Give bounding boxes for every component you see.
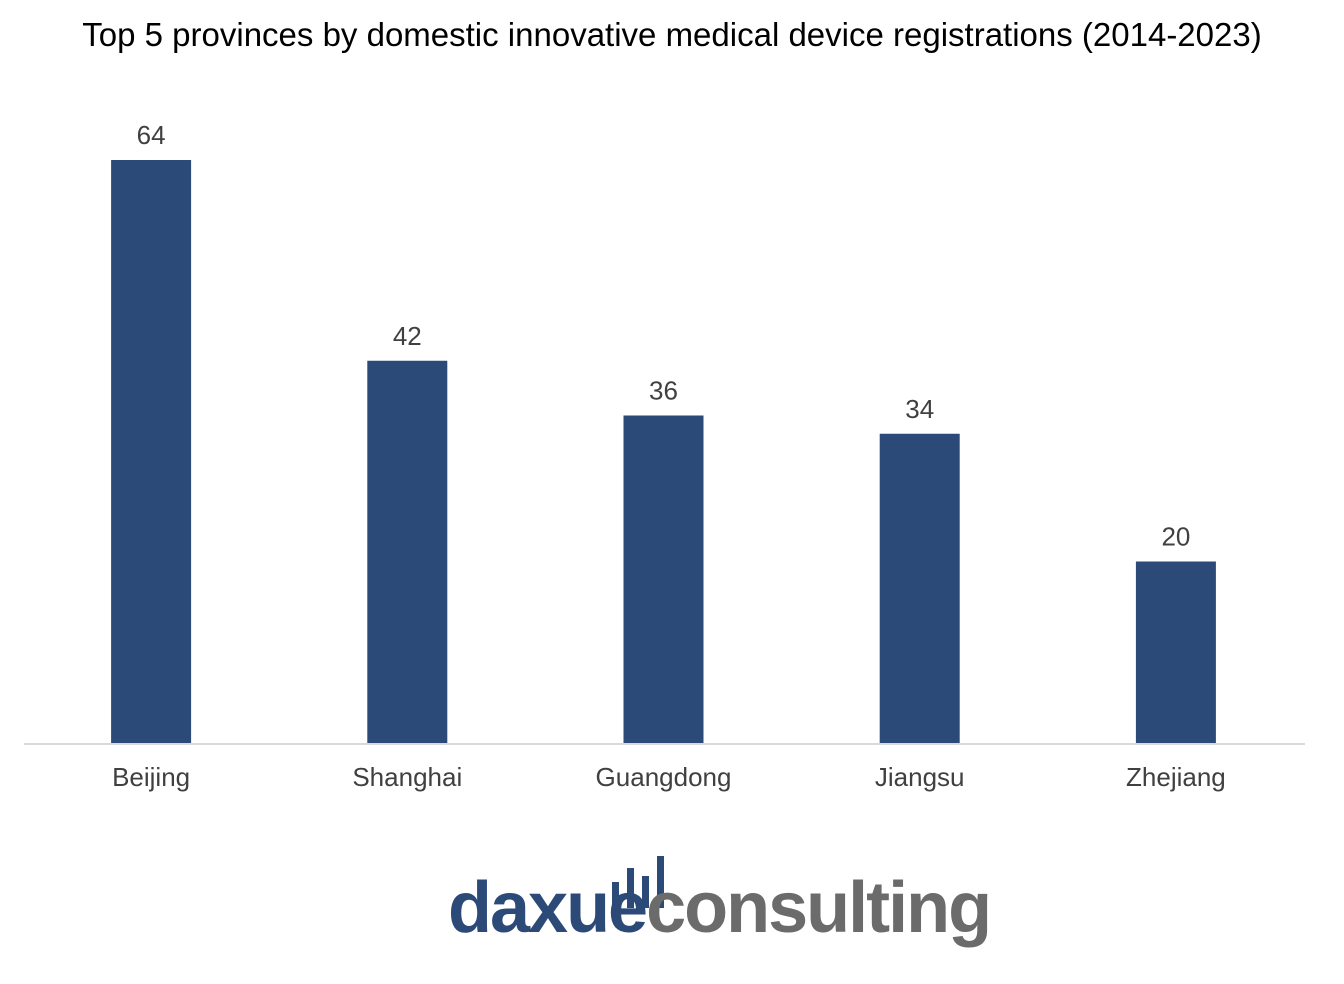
value-label-shanghai: 42: [393, 321, 422, 351]
category-label-guangdong: Guangdong: [596, 762, 732, 792]
bars-group: [111, 160, 1216, 744]
logo-word-consulting: consulting: [646, 868, 992, 948]
category-label-shanghai: Shanghai: [352, 762, 462, 792]
value-label-jiangsu: 34: [905, 394, 934, 424]
bar-zhejiang: [1135, 561, 1216, 744]
logo-wordmark: daxueconsulting: [448, 872, 992, 944]
category-label-jiangsu: Jiangsu: [875, 762, 965, 792]
bar-chart: 64 42 36 34 20 Beijing Shanghai Guangdong Jiang…: [24, 120, 1305, 792]
value-label-guangdong: 36: [649, 376, 678, 406]
chart-title: Top 5 provinces by domestic innovative m…: [82, 16, 1262, 53]
bar-shanghai: [367, 360, 448, 744]
bar-guangdong: [623, 415, 704, 744]
value-labels-group: 64 42 36 34 20: [137, 120, 1191, 552]
bar-chart-logo-icon: [612, 856, 664, 908]
bar-jiangsu: [879, 433, 960, 744]
logo-word-daxue: daxue: [448, 868, 648, 948]
category-labels-group: Beijing Shanghai Guangdong Jiangsu Zhejiang: [112, 762, 1226, 792]
bar-beijing: [111, 160, 192, 744]
category-label-beijing: Beijing: [112, 762, 190, 792]
category-label-zhejiang: Zhejiang: [1126, 762, 1226, 792]
value-label-beijing: 64: [137, 120, 166, 150]
value-label-zhejiang: 20: [1161, 522, 1190, 552]
